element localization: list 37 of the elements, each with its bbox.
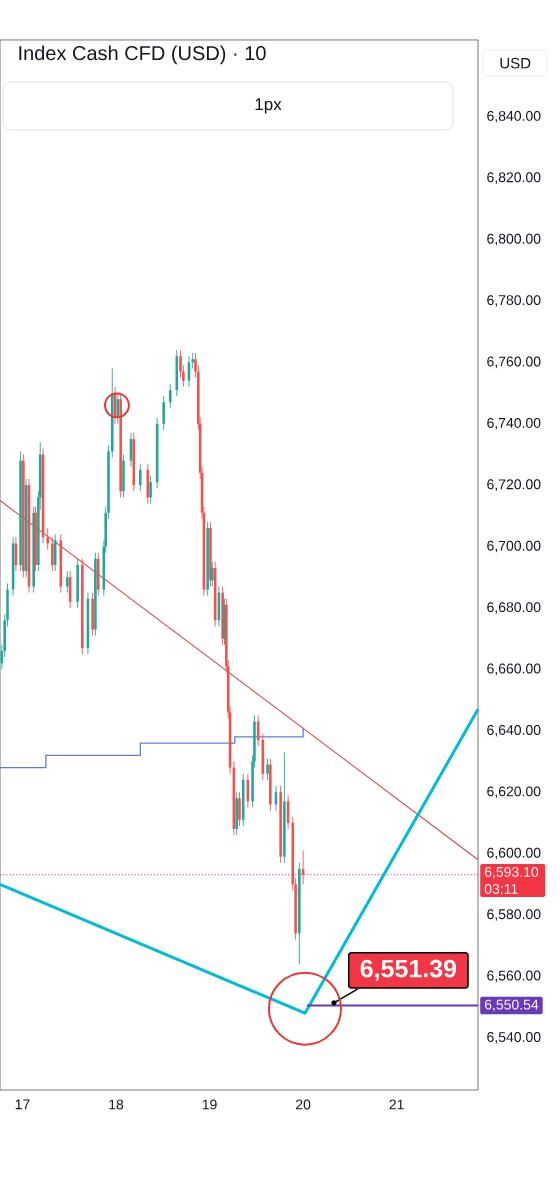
x-tick-label: 21 (389, 1099, 404, 1110)
y-tick-label: 6,640.00 (487, 724, 541, 737)
y-tick-label: 6,700.00 (487, 540, 541, 553)
candlestick (266, 757, 269, 781)
y-tick-label: 6,620.00 (487, 786, 541, 798)
chart-title: Index Cash CFD (USD) · 10 (19, 45, 266, 65)
y-axis-title: USD (500, 57, 531, 69)
data-label: 6,550.54 (484, 999, 539, 1012)
y-tick-label: 6,600.00 (487, 847, 541, 860)
y-tick-label: 6,720.00 (487, 479, 541, 491)
candlestick (168, 383, 172, 409)
candlestick (139, 463, 142, 492)
x-tick-label: 17 (15, 1099, 30, 1110)
candlestick (51, 536, 54, 572)
y-tick-label: 6,660.00 (487, 663, 541, 676)
y-tick-label: 6,540.00 (487, 1032, 541, 1044)
y-tick-label: 6,780.00 (487, 295, 541, 307)
annotation: 6,551.39 (360, 959, 457, 982)
candlestick (162, 395, 165, 431)
y-tick-label: 6,760.00 (487, 356, 541, 369)
candlestick (238, 791, 241, 827)
y-tick-label: 6,580.00 (487, 909, 541, 921)
y-tick-label: 6,680.00 (487, 602, 541, 614)
y-tick-label: 6,740.00 (487, 417, 541, 430)
y-tick-label: 6,820.00 (487, 172, 541, 184)
candlestick (211, 561, 214, 587)
annotation: 1px (255, 98, 282, 114)
x-tick-label: 20 (296, 1099, 311, 1110)
x-tick-label: 18 (109, 1099, 124, 1110)
y-tick-label: 6,800.00 (487, 233, 541, 246)
y-tick-label: 6,560.00 (487, 970, 541, 983)
ref-line-label: 6,593.10 03:11 (484, 866, 539, 894)
y-tick-label: 6,840.00 (487, 110, 541, 123)
candlestick (149, 475, 152, 505)
x-tick-label: 19 (202, 1099, 217, 1110)
candlestick (66, 570, 69, 594)
candlestick (46, 527, 50, 551)
